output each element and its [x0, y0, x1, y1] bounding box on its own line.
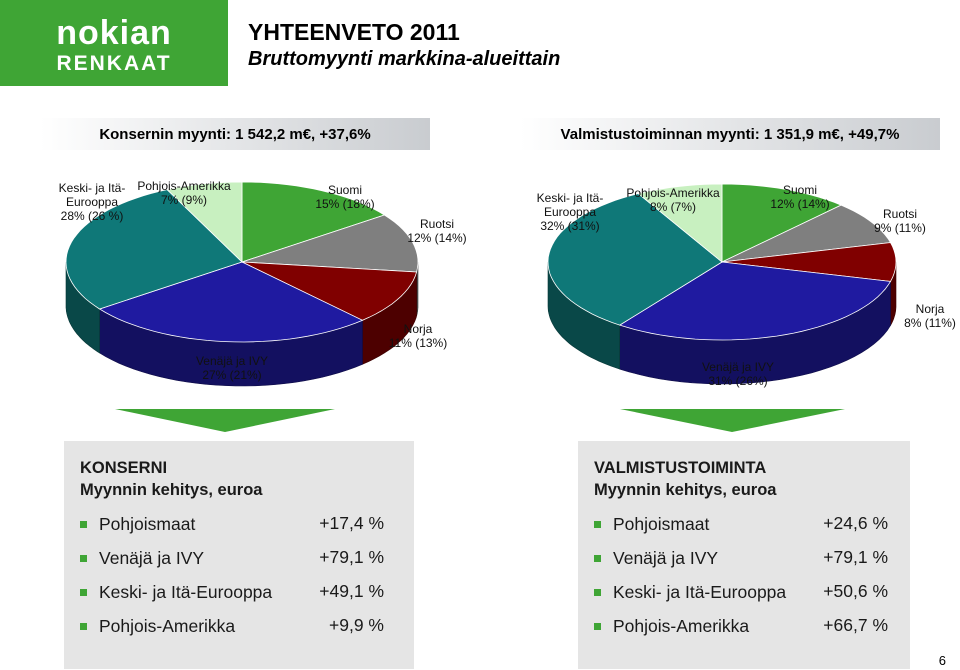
pie-label-0: Suomi 12% (14%) [770, 183, 829, 211]
page-title: YHTEENVETO 2011 [248, 19, 460, 45]
pie-charts: Suomi 15% (18%) Ruotsi 12% (14%) Norja 11% (1… [59, 179, 956, 432]
bullet-icon [594, 554, 601, 562]
pie-slice-3 [98, 261, 364, 343]
list-item-value: +66,7 % [823, 615, 888, 635]
list-item-value: +79,1 % [823, 547, 888, 567]
list-item: Pohjois-Amerikka [80, 614, 235, 638]
list-item-value: +17,4 % [319, 513, 384, 533]
pie-label-2: Norja 11% (13%) [389, 322, 447, 350]
list-item-label: Pohjois-Amerikka [613, 615, 750, 636]
list-item: Venäjä ja IVY [594, 546, 718, 570]
bullet-icon [80, 554, 87, 562]
list-item: Venäjä ja IVY [80, 546, 204, 570]
list-item-value: +79,1 % [319, 547, 384, 567]
pie-slice-0 [241, 181, 386, 263]
pie-label-5: Pohjois-Amerikka 7% (9%) [137, 179, 231, 207]
pie-label-1: Ruotsi 9% (11%) [874, 207, 926, 235]
valmistus-subheading: Myynnin kehitys, euroa [594, 481, 777, 499]
down-arrow-right [620, 409, 845, 432]
pie-label-1: Ruotsi 12% (14%) [407, 217, 466, 245]
list-item: Pohjois-Amerikka [594, 614, 749, 638]
list-item-label: Pohjoismaat [613, 513, 710, 534]
page-number: 6 [938, 653, 946, 668]
konserni-subheading: Myynnin kehitys, euroa [80, 481, 263, 499]
pie-slice-2 [241, 261, 418, 321]
list-item: Pohjoismaat [80, 512, 195, 536]
bullet-icon [80, 622, 87, 630]
list-item-label: Venäjä ja IVY [613, 547, 719, 568]
pie-chart-valmistus: Suomi 12% (14%) Ruotsi 9% (11%) Norja 8% (11%… [537, 183, 956, 388]
bullet-icon [80, 588, 87, 596]
pie-label-5: Pohjois-Amerikka 8% (7%) [626, 186, 720, 214]
nokian-renkaat-logo: nokian RENKAAT [0, 0, 228, 86]
list-item-label: Pohjois-Amerikka [99, 615, 236, 636]
chart-title-konserni: Konsernin myynti: 1 542,2 m€, +37,6% [40, 118, 430, 150]
pie-slice-4 [547, 193, 723, 326]
pie-slice-1 [241, 214, 419, 273]
page-subtitle: Bruttomyynti markkina-alueittain [248, 48, 561, 70]
list-item-label: Keski- ja Itä-Eurooppa [99, 581, 273, 602]
pie-label-3: Venäjä ja IVY 31% (26%) [702, 360, 774, 388]
list-item-label: Venäjä ja IVY [99, 547, 205, 568]
pie-label-4: Keski- ja Itä-Eurooppa 28% (26 %) [59, 181, 126, 223]
pie-slice-3 [618, 261, 892, 341]
list-item-value: +24,6 % [823, 513, 888, 533]
pie-label-4: Keski- ja Itä-Eurooppa 32% (31%) [537, 191, 604, 233]
pie-label-3: Venäjä ja IVY 27% (21%) [196, 354, 268, 382]
pie-slice-2 [721, 242, 897, 282]
list-item: Keski- ja Itä-Eurooppa [594, 580, 786, 604]
bullet-icon [80, 520, 87, 528]
pie-slice-1 [721, 204, 892, 263]
konserni-heading: KONSERNI [80, 459, 168, 477]
list-item: Pohjoismaat [594, 512, 709, 536]
pie-slice-5 [166, 181, 243, 263]
pie-slice-4 [65, 189, 243, 310]
list-item-label: Keski- ja Itä-Eurooppa [613, 581, 787, 602]
pie-chart-konserni: Suomi 15% (18%) Ruotsi 12% (14%) Norja 11% (1… [59, 179, 467, 387]
konserni-box: KONSERNI Myynnin kehitys, euroa Pohjoism… [64, 441, 414, 669]
logo-line1: nokian [56, 14, 172, 52]
bullet-icon [594, 622, 601, 630]
bullet-icon [594, 520, 601, 528]
bullet-icon [594, 588, 601, 596]
list-item: Keski- ja Itä-Eurooppa [80, 580, 272, 604]
list-item-value: +49,1 % [319, 581, 384, 601]
pie-label-2: Norja 8% (11%) [904, 302, 956, 330]
title-block: YHTEENVETO 2011 Bruttomyynti markkina-al… [248, 18, 560, 72]
pie-slice-5 [637, 183, 723, 263]
pie-label-0: Suomi 15% (18%) [315, 183, 374, 211]
valmistus-box: VALMISTUSTOIMINTA Myynnin kehitys, euroa… [578, 441, 910, 669]
list-item-value: +9,9 % [329, 615, 384, 635]
logo-line2: RENKAAT [56, 52, 171, 75]
pie-slice-0 [721, 183, 843, 263]
chart-title-valmistus: Valmistustoiminnan myynti: 1 351,9 m€, +… [520, 118, 940, 150]
valmistus-heading: VALMISTUSTOIMINTA [594, 459, 767, 477]
list-item-label: Pohjoismaat [99, 513, 196, 534]
list-item-value: +50,6 % [823, 581, 888, 601]
down-arrow-left [115, 409, 335, 432]
